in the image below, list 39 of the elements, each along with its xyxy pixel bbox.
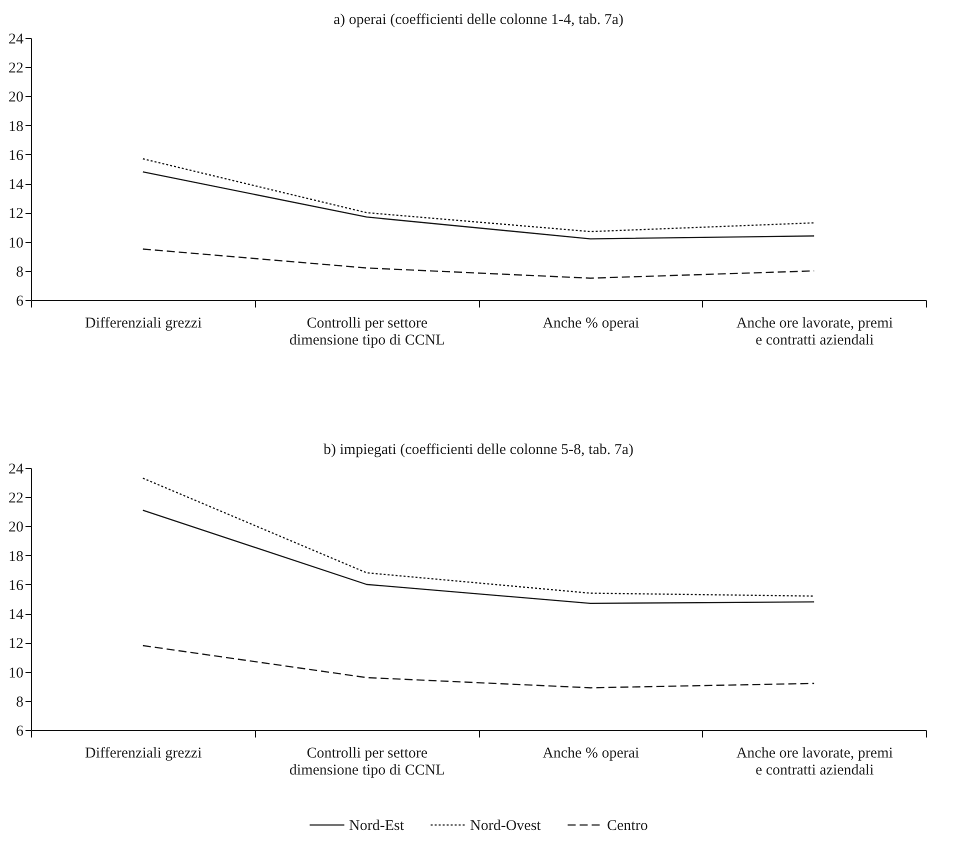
- y-tick-label: 20: [8, 90, 24, 106]
- x-tick-label: Anche ore lavorate, premi e contratti aziendali: [736, 746, 893, 778]
- y-tick-label: 6: [16, 294, 24, 310]
- y-tick-label: 10: [8, 235, 24, 252]
- line-series: [142, 158, 815, 232]
- y-tick-label: 22: [8, 490, 24, 507]
- line-series: [142, 171, 815, 240]
- y-tick-label: 12: [8, 206, 24, 222]
- x-tick-label: Differenziali grezzi: [85, 316, 202, 332]
- x-tick-label: Controlli per settore dimensione tipo di CCNL: [289, 746, 445, 778]
- x-tick-label: Anche % operai: [542, 316, 640, 332]
- y-tick-label: 24: [8, 32, 24, 48]
- line-series: [142, 644, 815, 688]
- y-tick-label: 8: [16, 264, 24, 280]
- line-series: [142, 248, 815, 279]
- chart-title: b) impiegati (coefficienti delle colonne 5-8, tab. 7a): [323, 442, 634, 458]
- y-tick-label: 10: [8, 665, 24, 682]
- x-tick-label: Anche ore lavorate, premi e contratti aziendali: [736, 316, 893, 348]
- y-tick-label: 16: [8, 148, 24, 164]
- legend-label: Centro: [607, 818, 648, 834]
- y-tick-label: 8: [16, 694, 24, 710]
- y-tick-label: 14: [8, 607, 24, 624]
- y-tick-label: 6: [16, 724, 24, 740]
- y-tick-label: 22: [8, 60, 24, 77]
- line-series: [142, 510, 815, 604]
- x-tick-label: Controlli per settore dimensione tipo di CCNL: [289, 316, 445, 348]
- y-tick-label: 14: [8, 177, 24, 194]
- x-tick-label: Anche % operai: [542, 746, 640, 762]
- y-tick-label: 12: [8, 636, 24, 652]
- line-series: [142, 478, 815, 597]
- y-tick-label: 18: [8, 548, 24, 565]
- x-tick-label: Differenziali grezzi: [85, 746, 202, 762]
- y-tick-label: 24: [8, 462, 24, 478]
- y-tick-label: 18: [8, 118, 24, 135]
- y-tick-label: 20: [8, 520, 24, 536]
- y-tick-label: 16: [8, 578, 24, 594]
- legend-label: Nord-Est: [349, 818, 405, 834]
- legend-label: Nord-Ovest: [470, 818, 542, 834]
- chart-title: a) operai (coefficienti delle colonne 1-4, tab. 7a): [333, 12, 624, 28]
